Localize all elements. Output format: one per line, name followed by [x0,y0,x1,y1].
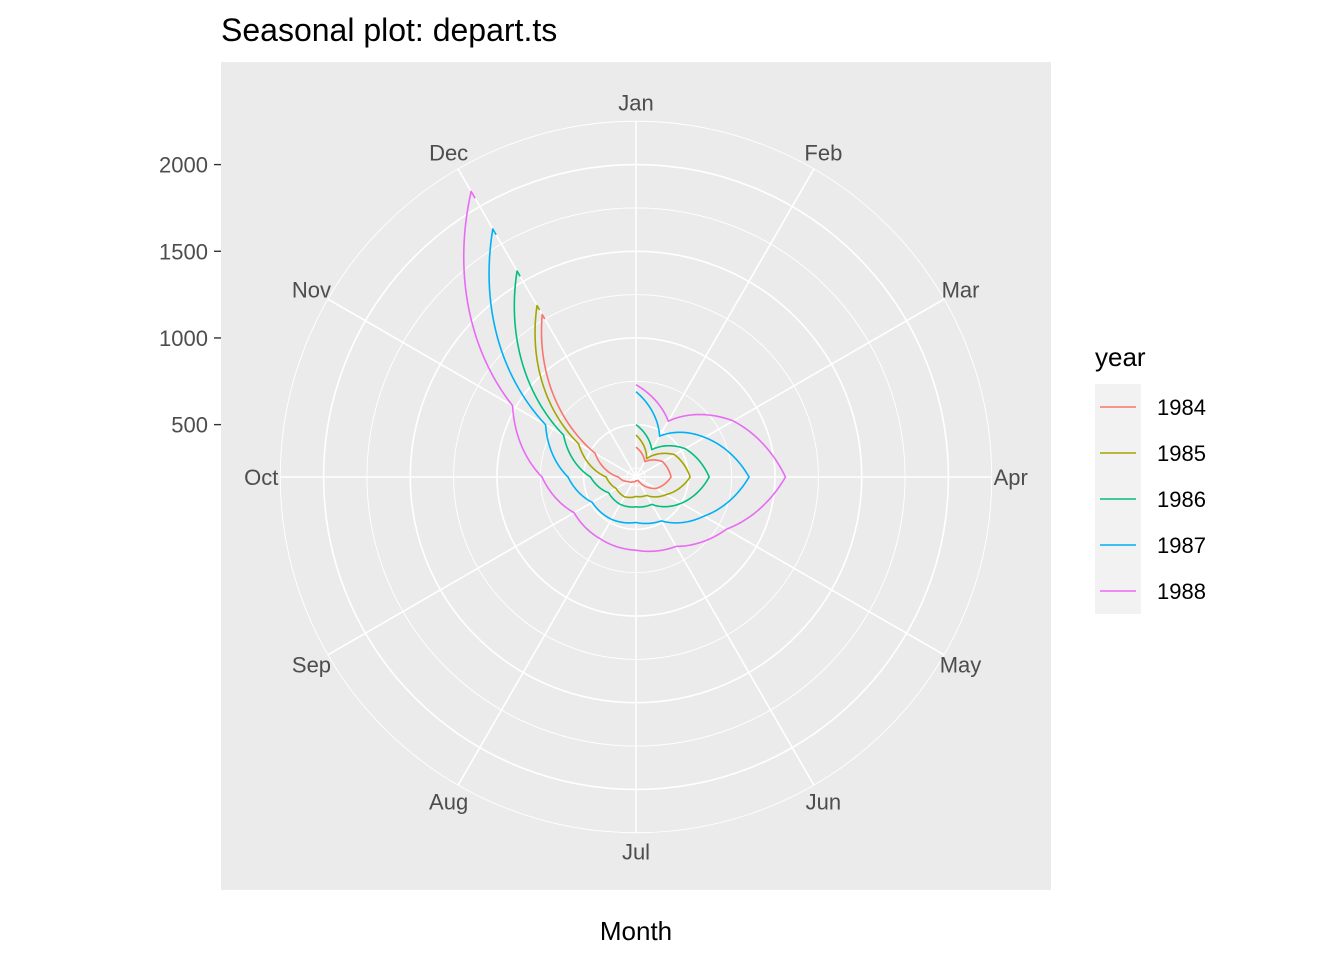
legend-title: year [1095,342,1146,372]
y-tick-label: 1000 [159,326,208,351]
month-label-jul: Jul [622,840,650,865]
month-label-mar: Mar [942,278,980,303]
legend-label-1988: 1988 [1157,579,1206,604]
month-label-jan: Jan [618,90,653,115]
month-label-may: May [940,652,982,677]
series-line-1987 [488,228,750,525]
month-label-dec: Dec [429,140,468,165]
legend-label-1986: 1986 [1157,487,1206,512]
grid-spoke [457,168,637,478]
angular-grid [280,121,992,833]
grid-spoke [635,476,945,656]
series-line-1984 [540,313,672,490]
y-tick-label: 2000 [159,153,208,178]
legend-label-1987: 1987 [1157,533,1206,558]
series-line-1988 [462,190,787,553]
x-axis-title: Month [600,916,672,946]
month-label-jun: Jun [806,790,841,815]
month-label-feb: Feb [804,140,842,165]
y-tick-label: 1500 [159,239,208,264]
series-line-1986 [513,270,710,508]
grid-spoke [457,476,637,786]
month-label-oct: Oct [244,465,278,490]
chart-title: Seasonal plot: depart.ts [221,12,557,48]
y-tick-label: 500 [171,413,208,438]
legend-label-1985: 1985 [1157,441,1206,466]
grid-spoke [635,168,815,478]
grid-spoke [635,476,815,786]
month-label-apr: Apr [994,465,1028,490]
legend: year 1984 1985 1986 1987 1988 [1095,342,1206,614]
grid-spoke [635,298,945,478]
series-lines [462,190,787,553]
series-line-1985 [534,304,691,499]
month-label-nov: Nov [292,278,331,303]
legend-label-1984: 1984 [1157,395,1206,420]
grid-spoke [327,298,637,478]
month-labels: Jan Feb Mar Apr May Jun Jul Aug Sep Oct Nov Dec [244,90,1028,864]
grid-spoke [327,476,637,656]
month-label-aug: Aug [429,790,468,815]
month-label-sep: Sep [292,652,331,677]
y-axis: 500 1000 1500 2000 [159,153,221,438]
